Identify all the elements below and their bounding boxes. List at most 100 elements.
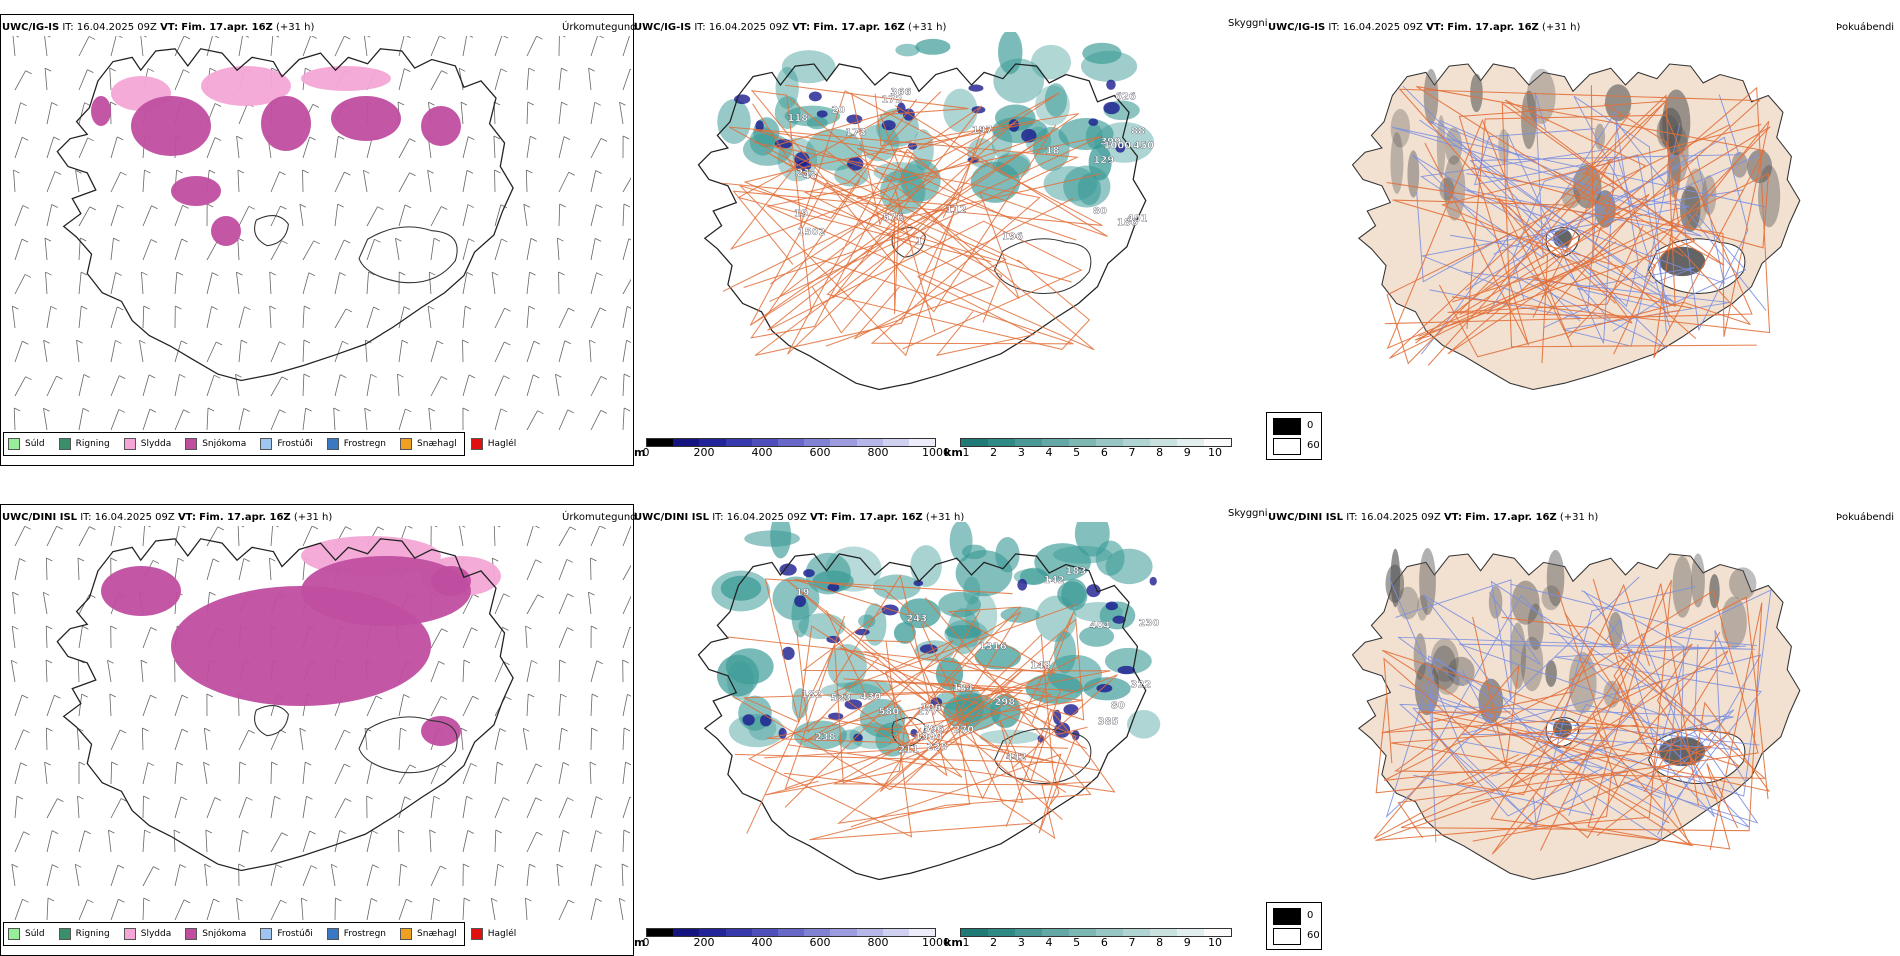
wind-barb bbox=[431, 796, 440, 818]
wind-barb bbox=[527, 272, 536, 294]
wind-barb bbox=[175, 729, 188, 750]
wind-barb bbox=[175, 205, 189, 226]
wind-barb bbox=[527, 68, 535, 90]
wind-barb bbox=[559, 68, 567, 90]
wind-barb bbox=[335, 36, 350, 56]
snowfall-area bbox=[331, 96, 401, 141]
wind-barb bbox=[463, 696, 479, 716]
legend-item: Frostregn bbox=[327, 928, 386, 940]
wind-barb bbox=[559, 728, 568, 750]
visibility-tick: 9 bbox=[1184, 936, 1191, 949]
legend-item: Haglél bbox=[471, 438, 517, 450]
wind-barb bbox=[143, 695, 156, 716]
wind-barb bbox=[303, 36, 317, 56]
wind-barb bbox=[141, 36, 147, 56]
wind-barb bbox=[15, 103, 26, 124]
legend-label: Haglél bbox=[488, 439, 517, 449]
legend-swatch bbox=[185, 928, 197, 940]
legend-label: Súld bbox=[25, 929, 45, 939]
land bbox=[1353, 548, 1800, 879]
wind-barb bbox=[431, 764, 446, 784]
wind-barb bbox=[367, 898, 377, 920]
wind-barb bbox=[527, 102, 534, 124]
wind-barb bbox=[238, 526, 244, 546]
wind-barb bbox=[207, 273, 218, 294]
ceiling-value-label: 228 bbox=[926, 742, 947, 753]
wind-barb bbox=[143, 763, 154, 784]
wind-barb bbox=[47, 306, 57, 328]
wind-barb bbox=[175, 865, 186, 886]
wind-barb bbox=[79, 408, 89, 430]
wind-barb bbox=[331, 864, 337, 886]
wind-barb bbox=[79, 138, 94, 158]
snowfall-area bbox=[101, 566, 181, 616]
land bbox=[1353, 64, 1800, 389]
coastline bbox=[699, 64, 1146, 389]
legend-label: Snjókoma bbox=[202, 929, 246, 939]
ceiling-value-label: 112 bbox=[946, 205, 967, 216]
ceiling-tick: 800 bbox=[868, 446, 889, 459]
low-ceiling-area bbox=[817, 110, 828, 117]
wind-barb bbox=[367, 865, 379, 886]
ceiling-value-label: 626 bbox=[1115, 91, 1136, 102]
ceiling-value-label: 523 bbox=[831, 693, 852, 704]
ceiling-value-label: 186 bbox=[1117, 217, 1138, 228]
legend-item: Snjókoma bbox=[185, 928, 246, 940]
wind-barb bbox=[623, 374, 630, 396]
wind-barb bbox=[559, 308, 574, 328]
wind-barb bbox=[335, 341, 348, 362]
fog-shade bbox=[1385, 564, 1404, 602]
wind-barb bbox=[111, 376, 125, 396]
wind-barb bbox=[45, 272, 51, 294]
wind-barb bbox=[524, 204, 530, 226]
wind-barb bbox=[399, 765, 416, 784]
wind-barb bbox=[559, 172, 575, 192]
visibility-tick: 5 bbox=[1073, 446, 1080, 459]
wind-barb bbox=[139, 340, 145, 362]
wind-barb bbox=[239, 206, 255, 226]
wind-barb bbox=[367, 207, 384, 226]
wind-barb bbox=[525, 898, 531, 920]
wind-barb bbox=[363, 170, 369, 192]
wind-barb bbox=[463, 375, 475, 396]
ceiling-tick: 800 bbox=[868, 936, 889, 949]
wind-barb bbox=[143, 409, 156, 430]
ceiling-value-label: 183 bbox=[1065, 566, 1086, 577]
fog-max-label: 60 bbox=[1307, 930, 1320, 941]
wind-barb bbox=[461, 728, 467, 750]
ceiling-tick: 600 bbox=[810, 936, 831, 949]
wind-barb bbox=[463, 898, 470, 920]
wind-barb bbox=[143, 375, 155, 396]
legend-swatch bbox=[260, 928, 272, 940]
wind-barb bbox=[270, 272, 276, 294]
wind-barb bbox=[431, 36, 445, 56]
wind-barb bbox=[431, 377, 447, 396]
wind-barb bbox=[495, 729, 506, 750]
ceiling-tick: 200 bbox=[694, 936, 715, 949]
visibility-tick: 9 bbox=[1184, 446, 1191, 459]
wind-barb bbox=[75, 864, 81, 886]
fog-max-swatch bbox=[1273, 438, 1301, 455]
ceiling-value-label: 1502 bbox=[798, 227, 826, 238]
fog-shade bbox=[1680, 186, 1701, 232]
low-ceiling-area bbox=[779, 728, 787, 739]
wind-barb bbox=[271, 172, 286, 192]
wind-barb bbox=[45, 68, 51, 90]
low-ceiling-area bbox=[1017, 579, 1027, 591]
wind-barb bbox=[207, 138, 221, 158]
wind-barb bbox=[143, 796, 149, 818]
wind-barb bbox=[431, 898, 440, 920]
legend-swatch bbox=[327, 438, 339, 450]
wind-barb bbox=[429, 408, 435, 430]
wind-barb bbox=[431, 526, 437, 546]
wind-barb bbox=[527, 560, 542, 580]
wind-barb bbox=[207, 204, 213, 226]
wind-barb bbox=[463, 628, 478, 648]
legend-swatch bbox=[124, 438, 136, 450]
ceiling-value-label: 385 bbox=[1098, 717, 1119, 728]
wind-barb bbox=[495, 376, 510, 396]
legend-label: Snjókoma bbox=[202, 439, 246, 449]
low-ceiling-area bbox=[1021, 129, 1036, 143]
